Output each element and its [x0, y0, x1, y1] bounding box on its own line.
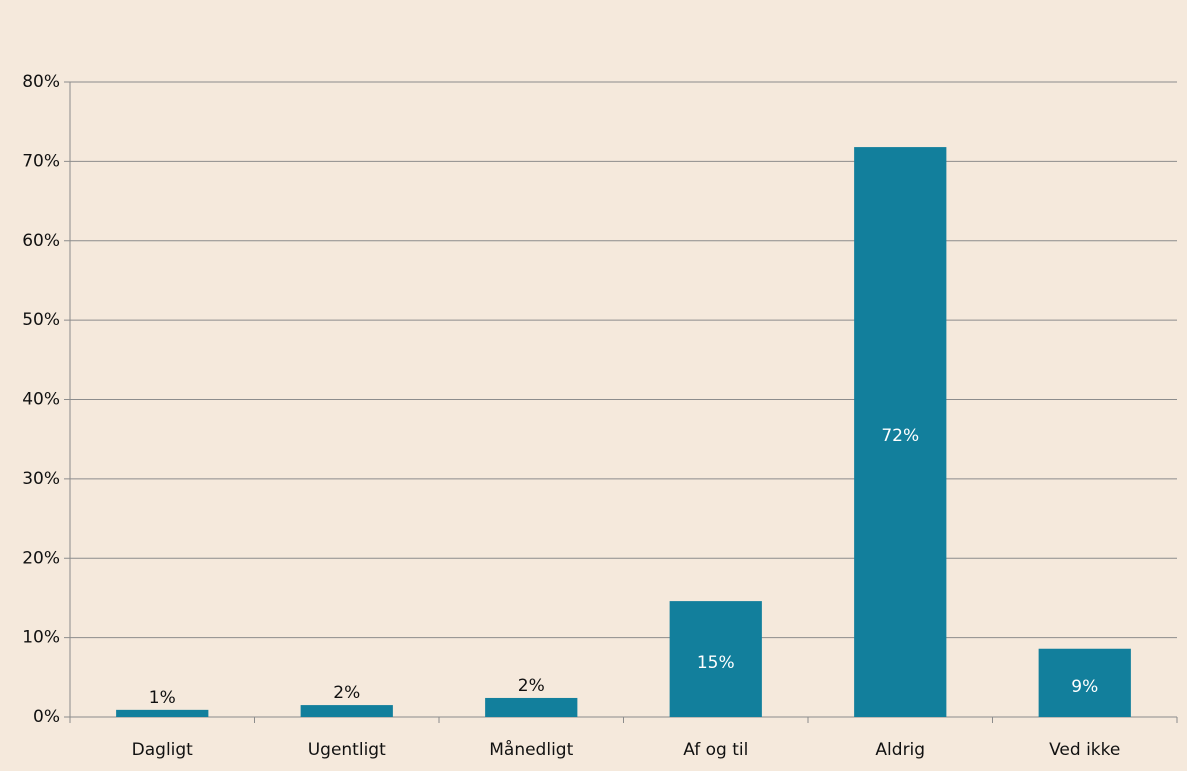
x-tick-label: Aldrig: [875, 740, 925, 760]
y-tick-label: 10%: [22, 628, 60, 648]
x-tick-label: Ugentligt: [308, 740, 386, 760]
bar: [116, 709, 209, 717]
x-tick-label: Månedligt: [489, 739, 573, 760]
data-label: 2%: [518, 676, 545, 696]
data-label: 72%: [881, 426, 919, 446]
bar: [669, 601, 762, 717]
y-tick-label: 50%: [22, 310, 60, 330]
data-label: 9%: [1071, 677, 1098, 697]
bar: [485, 697, 578, 717]
y-tick-label: 80%: [22, 72, 60, 92]
y-tick-label: 70%: [22, 151, 60, 171]
bar: [854, 147, 947, 717]
y-tick-label: 30%: [22, 469, 60, 489]
y-tick-label: 20%: [22, 548, 60, 568]
x-tick-label: Ved ikke: [1049, 740, 1120, 760]
bar: [300, 705, 393, 717]
x-tick-label: Dagligt: [132, 740, 194, 760]
bar: [1038, 648, 1131, 717]
x-tick-label: Af og til: [683, 740, 748, 760]
y-tick-label: 0%: [33, 707, 60, 727]
y-tick-label: 40%: [22, 390, 60, 410]
data-label: 1%: [149, 688, 176, 708]
y-tick-label: 60%: [22, 231, 60, 251]
data-label: 2%: [333, 683, 360, 703]
data-label: 15%: [697, 653, 735, 673]
